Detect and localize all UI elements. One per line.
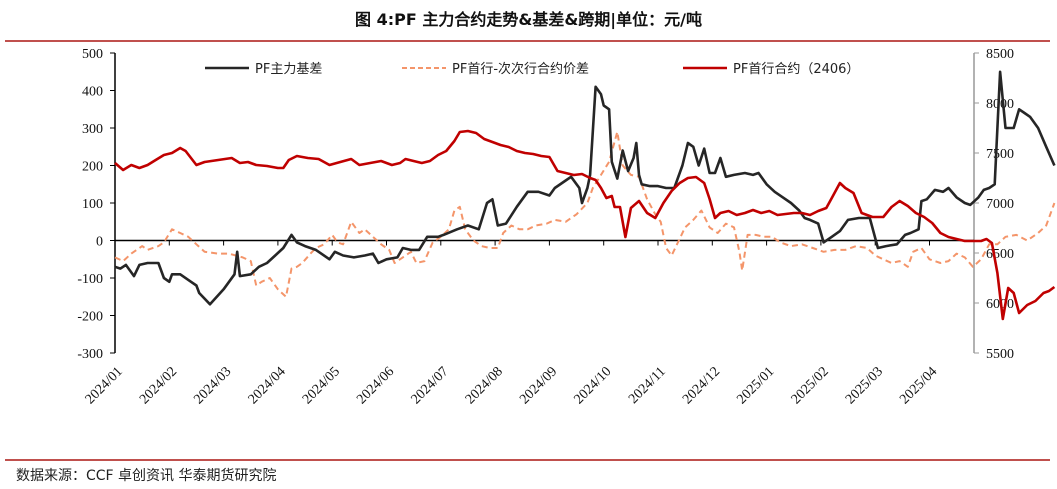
legend-label: PF首行合约（2406） [733,62,859,77]
x-tick-label: 2024/08 [463,364,506,407]
left-tick-label: -200 [77,310,103,325]
x-tick-label: 2024/09 [517,364,560,407]
basis-line [114,70,1056,306]
left-tick-label: 200 [82,160,103,175]
x-tick-label: 2024/12 [680,364,723,407]
x-tick-label: 2025/01 [734,364,777,407]
right-tick-label: 7500 [986,147,1014,162]
x-tick-label: 2024/02 [137,364,180,407]
right-tick-label: 8000 [986,97,1014,112]
x-tick-label: 2025/02 [789,364,832,407]
price-line [114,129,1056,321]
left-tick-label: 0 [96,235,103,250]
x-tick-label: 2024/01 [83,364,126,407]
x-tick-label: 2024/07 [409,364,452,407]
data-source: 数据来源：CCF 卓创资讯 华泰期货研究院 [16,468,277,484]
left-tick-label: 300 [82,122,103,137]
left-tick-label: -100 [77,272,103,287]
right-tick-label: 5500 [986,347,1014,362]
right-tick-label: 7000 [986,197,1014,212]
x-tick-label: 2024/10 [571,364,614,407]
x-tick-label: 2024/03 [191,364,234,407]
legend-label: PF主力基差 [255,62,322,77]
x-tick-label: 2025/04 [897,364,940,407]
left-tick-label: 100 [82,197,103,212]
title-divider [5,40,1050,42]
footer-divider [5,459,1050,461]
chart-title: 图 4:PF 主力合约走势&基差&跨期|单位：元/吨 [355,10,702,29]
legend-label: PF首行-次次行合约价差 [452,61,589,77]
right-tick-label: 8500 [986,47,1014,62]
left-tick-label: 400 [82,85,103,100]
x-tick-label: 2024/05 [300,364,343,407]
right-tick-label: 6500 [986,247,1014,262]
x-tick-label: 2024/04 [246,364,289,407]
series-lines [114,70,1056,321]
legend: PF主力基差 PF首行-次次行合约价差 PF首行合约（2406） [205,61,859,77]
left-tick-label: 500 [82,47,103,62]
left-tick-label: -300 [77,347,103,362]
x-tick-label: 2024/11 [626,364,669,407]
x-tick-label: 2024/06 [354,364,397,407]
line-chart: 500 400 300 200 100 0 -100 -200 -300 8500 8000 7500… [77,47,1056,407]
spread-line [114,130,1056,298]
x-tick-label: 2025/03 [843,364,886,407]
